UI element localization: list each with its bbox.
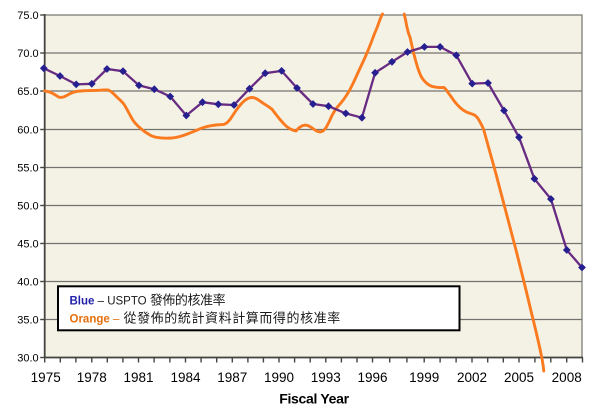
svg-text:1990: 1990 (264, 370, 294, 385)
svg-text:Fiscal Year: Fiscal Year (279, 391, 349, 407)
svg-text:Blue – USPTO 發佈的核准率: Blue – USPTO 發佈的核准率 (70, 292, 226, 307)
svg-text:1993: 1993 (311, 370, 341, 385)
svg-text:30.0: 30.0 (17, 353, 38, 365)
svg-text:1999: 1999 (409, 370, 439, 385)
svg-text:70.0: 70.0 (17, 48, 38, 60)
svg-text:40.0: 40.0 (17, 277, 38, 289)
svg-text:1987: 1987 (217, 370, 247, 385)
svg-text:55.0: 55.0 (17, 163, 38, 175)
svg-text:2005: 2005 (504, 370, 534, 385)
svg-text:35.0: 35.0 (17, 315, 38, 327)
svg-text:1984: 1984 (170, 370, 201, 385)
svg-text:2002: 2002 (457, 370, 487, 385)
svg-text:1978: 1978 (77, 370, 107, 385)
svg-text:50.0: 50.0 (17, 201, 38, 213)
svg-text:75.0: 75.0 (17, 10, 38, 22)
svg-text:Orange – 從發佈的統計資料計算而得的核准率: Orange – 從發佈的統計資料計算而得的核准率 (70, 311, 341, 326)
svg-text:65.0: 65.0 (17, 86, 38, 98)
svg-text:2008: 2008 (552, 370, 582, 385)
svg-text:60.0: 60.0 (17, 125, 38, 137)
svg-text:1996: 1996 (357, 370, 387, 385)
svg-text:1981: 1981 (123, 370, 153, 385)
svg-text:1975: 1975 (31, 370, 61, 385)
svg-text:45.0: 45.0 (17, 239, 38, 251)
